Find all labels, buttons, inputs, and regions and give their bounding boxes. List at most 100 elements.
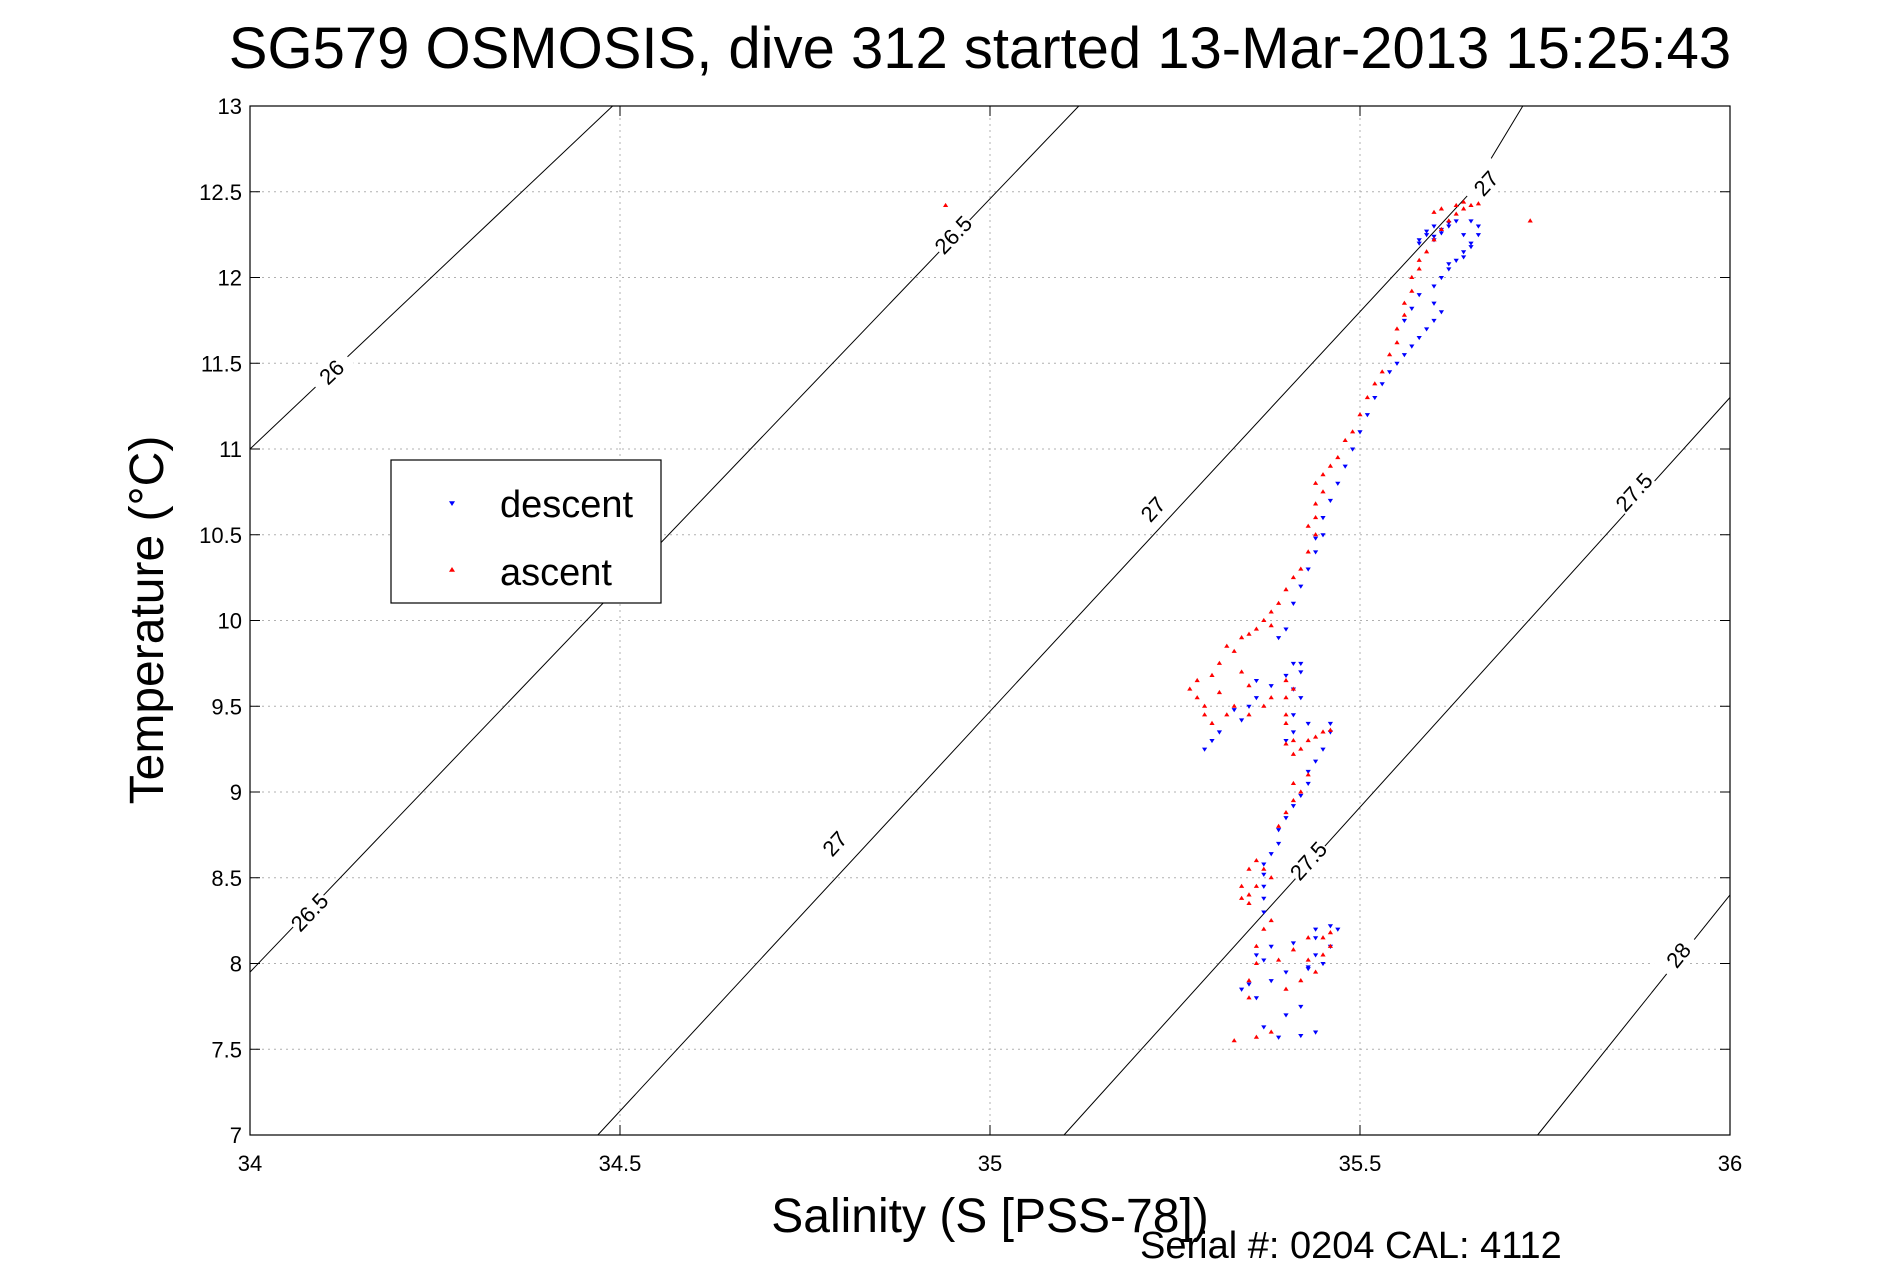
data-point-ascent — [1453, 202, 1459, 208]
serial-cal-text: Serial #: 0204 CAL: 4112 — [1140, 1225, 1562, 1262]
data-point-descent — [1372, 395, 1378, 401]
data-point-ascent — [1246, 866, 1252, 871]
data-point-descent — [1276, 636, 1282, 641]
data-point-ascent — [1409, 274, 1415, 280]
data-point-descent — [1475, 233, 1481, 238]
data-point-ascent — [1268, 695, 1274, 700]
data-point-ascent — [1320, 952, 1326, 957]
data-point-descent — [1401, 353, 1407, 358]
data-point-descent — [1313, 536, 1319, 541]
data-point-ascent — [1409, 288, 1415, 293]
data-point-ascent — [1253, 943, 1259, 948]
data-point-ascent — [1246, 900, 1252, 906]
data-point-ascent — [1187, 686, 1193, 691]
data-point-descent — [1298, 793, 1304, 799]
data-point-descent — [1335, 481, 1341, 486]
data-point-descent — [1298, 670, 1304, 675]
data-point-ascent — [1268, 623, 1274, 628]
y-tick-label: 11 — [219, 437, 242, 462]
data-point-ascent — [1305, 523, 1311, 528]
data-point-descent — [1468, 241, 1474, 246]
data-point-descent — [1290, 941, 1296, 946]
data-point-ascent — [1246, 683, 1252, 688]
y-tick-label: 13 — [218, 94, 242, 119]
data-point-descent — [1283, 673, 1289, 678]
data-point-descent — [1305, 769, 1311, 775]
data-point-ascent — [1305, 737, 1311, 743]
y-tick-label: 10.5 — [199, 523, 242, 548]
data-point-ascent — [1283, 741, 1289, 746]
data-point-ascent — [1416, 266, 1422, 271]
data-point-ascent — [1461, 199, 1467, 204]
data-point-descent — [1327, 924, 1333, 929]
x-tick-label: 34 — [238, 1151, 262, 1176]
legend-label-ascent: ascent — [500, 552, 612, 594]
data-point-ascent — [1276, 823, 1282, 828]
data-point-ascent — [1305, 957, 1311, 962]
data-point-ascent — [1283, 695, 1289, 700]
data-point-ascent — [1194, 695, 1200, 700]
data-point-descent — [1461, 255, 1467, 260]
data-point-ascent — [1313, 480, 1319, 485]
contour-label-bg — [1608, 466, 1659, 518]
data-point-ascent — [1246, 892, 1252, 897]
data-point-ascent — [1261, 703, 1267, 708]
data-point-ascent — [1416, 257, 1422, 262]
data-point-ascent — [1379, 369, 1385, 374]
data-point-ascent — [1320, 935, 1326, 940]
data-point-ascent — [1364, 394, 1370, 400]
data-point-ascent — [1261, 866, 1267, 871]
x-tick-label: 34.5 — [599, 1151, 642, 1176]
data-point-ascent — [1268, 1029, 1274, 1034]
data-point-ascent — [1216, 689, 1222, 695]
data-point-ascent — [1468, 202, 1474, 208]
data-point-ascent — [1357, 412, 1363, 417]
data-point-ascent — [1446, 218, 1452, 223]
data-point-ascent — [1246, 995, 1252, 1000]
data-point-descent — [1298, 1033, 1304, 1039]
data-point-ascent — [1298, 566, 1304, 571]
data-point-ascent — [1424, 249, 1430, 254]
data-point-descent — [1431, 224, 1437, 229]
data-point-descent — [1350, 447, 1356, 452]
data-point-descent — [1290, 713, 1296, 718]
data-point-ascent — [1224, 712, 1230, 717]
data-point-descent — [1438, 275, 1444, 281]
y-tick-label: 8 — [230, 952, 242, 977]
y-axis-label: Temperature (°C) — [121, 436, 174, 805]
data-point-descent — [1239, 718, 1245, 723]
data-point-ascent — [1327, 463, 1333, 468]
data-point-descent — [1335, 927, 1341, 932]
data-point-descent — [1261, 872, 1267, 877]
data-point-ascent — [1305, 549, 1311, 554]
data-point-ascent — [1239, 895, 1245, 900]
data-point-ascent — [1261, 617, 1267, 623]
data-point-ascent — [1431, 209, 1437, 214]
data-point-descent — [1261, 958, 1267, 963]
data-point-descent — [1424, 229, 1430, 234]
data-point-ascent — [1290, 947, 1296, 952]
data-point-descent — [1290, 730, 1296, 735]
data-point-descent — [1253, 696, 1259, 701]
data-point-descent — [1431, 301, 1437, 306]
data-point-descent — [1268, 944, 1274, 949]
data-point-descent — [1416, 335, 1422, 341]
data-point-descent — [1461, 250, 1467, 255]
data-point-descent — [1446, 267, 1452, 272]
data-point-descent — [1416, 238, 1422, 243]
data-point-ascent — [1231, 703, 1237, 708]
data-point-ascent — [1283, 720, 1289, 725]
y-tick-label: 9 — [230, 780, 242, 805]
data-point-descent — [1320, 747, 1326, 752]
data-point-ascent — [1298, 789, 1304, 794]
data-point-ascent — [1320, 729, 1326, 734]
data-point-descent — [1394, 361, 1400, 366]
data-point-descent — [1438, 310, 1444, 315]
chart-title: SG579 OSMOSIS, dive 312 started 13-Mar-2… — [229, 16, 1731, 81]
data-point-ascent — [1327, 727, 1333, 732]
contour-label-bg — [809, 817, 860, 870]
data-point-ascent — [1290, 780, 1296, 785]
data-point-ascent — [1283, 809, 1289, 815]
data-point-descent — [1283, 627, 1289, 632]
data-point-descent — [1313, 550, 1319, 555]
